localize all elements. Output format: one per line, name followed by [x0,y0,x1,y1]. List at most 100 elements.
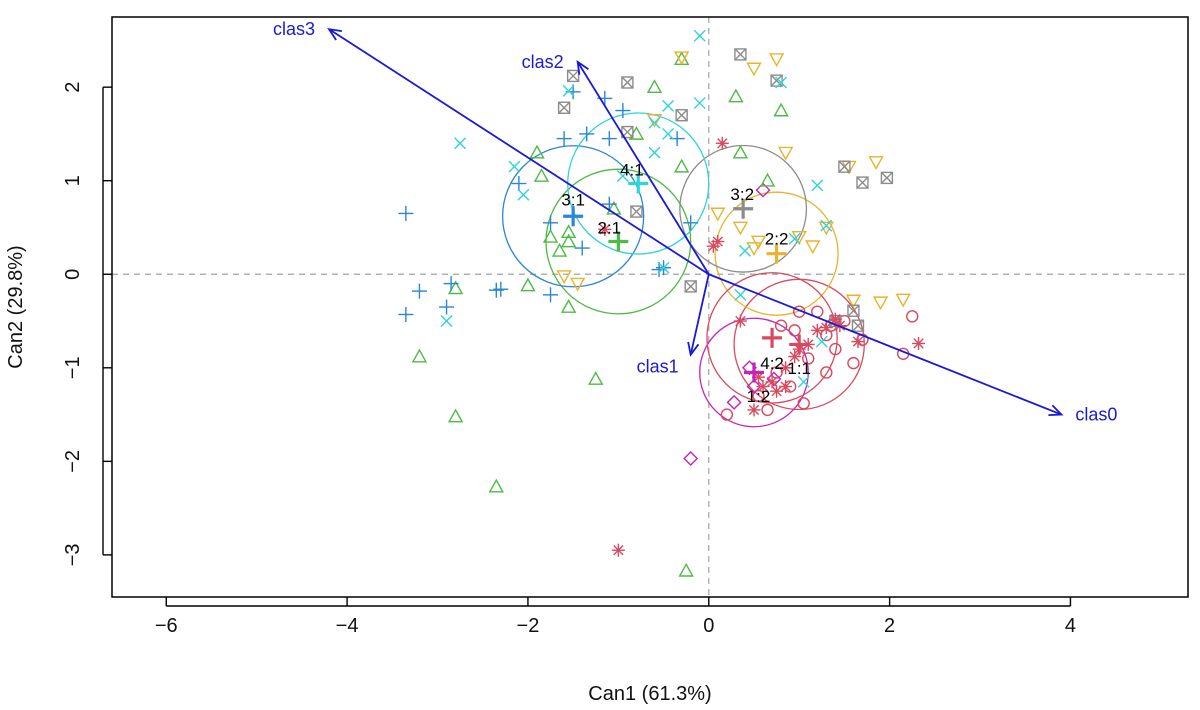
point-x [811,179,824,192]
group-mean [762,327,783,348]
vector-line [708,273,1062,416]
x-tick-label: 0 [703,615,714,637]
point-x [662,99,675,112]
vector-line [576,61,710,275]
group-circle [699,317,809,428]
point-x [440,315,453,328]
point-asterisk [765,375,779,389]
point-asterisk [756,380,770,394]
point-circle [838,314,851,328]
x-tick-label: 4 [1065,615,1076,637]
point-x [648,116,661,129]
point-asterisk [912,336,926,350]
point-triangle-down [872,296,889,311]
axes: −6 −4 −2 0 2 4 −3 −2 −1 0 1 2 [62,82,1076,637]
point-triangle-up [560,224,577,239]
point-asterisk [706,239,720,253]
group-circle [706,272,838,404]
vector-arrowhead [576,60,589,75]
point-plus [574,240,590,256]
point-asterisk [611,543,625,557]
x-tick-label: −6 [155,615,178,637]
point-triangle-down [868,156,884,170]
vector-label: clas2 [522,52,564,72]
point-x [648,146,661,159]
point-x [454,137,467,150]
group-mean [628,173,649,194]
point-triangle-up [411,348,428,363]
point-boxx [851,319,865,332]
point-diamond [755,182,771,198]
point-x [517,188,530,201]
point-x [788,232,801,245]
point-circle [847,356,860,370]
point-asterisk [819,321,833,335]
group-mean [733,198,754,219]
point-x [734,288,747,301]
group-label: 2:1 [597,218,621,237]
point-triangle-up [488,478,504,493]
point-triangle-up [551,242,568,257]
point-boxx [880,171,894,185]
vector-line [328,28,710,276]
vector-label: clas1 [637,357,679,377]
point-triangle-down [746,242,762,257]
point-triangle-up [560,233,577,248]
point-asterisk [747,403,761,417]
point-circle [802,352,815,365]
point-x [693,97,706,110]
point-plus [439,299,455,315]
vector-clas2: clas2 [522,52,710,275]
point-triangle-down [732,221,749,236]
data-points [398,29,926,577]
point-triangle-down [768,53,785,68]
point-boxx [630,205,643,218]
point-asterisk [828,312,842,326]
point-triangle-up [542,228,559,243]
point-boxx [847,304,860,317]
point-asterisk [810,323,824,337]
point-triangle-down [556,270,572,285]
point-triangle-down [710,207,726,222]
x-tick-label: −4 [336,615,359,637]
vector-clas0: clas0 [708,273,1117,425]
point-x [815,335,828,348]
point-plus [683,215,699,231]
group-mean [766,243,787,264]
point-diamond [766,371,782,387]
point-x [693,29,706,42]
point-circle [797,397,810,410]
point-plus [398,306,414,322]
point-triangle-up [732,144,749,159]
point-triangle-down [646,114,663,128]
point-x [738,244,751,257]
point-plus [543,215,559,231]
point-asterisk [733,314,747,328]
point-x [508,160,521,173]
point-x [657,261,670,274]
point-circle [906,310,919,323]
point-x [562,84,575,97]
point-triangle-down [777,146,794,161]
point-circle [820,366,833,379]
point-boxx [838,160,851,173]
y-tick-label: 0 [62,269,84,280]
vector-clas3: clas3 [273,19,710,276]
point-boxx [856,176,869,189]
group-label: 1:1 [787,359,811,378]
point-circle [788,324,801,337]
group-circles [501,112,865,428]
y-tick-label: −2 [62,450,84,473]
point-triangle-down [805,240,821,255]
point-circle [774,319,788,332]
vector-arrowhead [1048,404,1064,417]
point-plus [443,276,459,292]
group-label: 1:2 [747,387,771,406]
point-triangle-up [533,168,550,182]
vector-label: clas3 [273,19,315,39]
vector-label: clas0 [1075,405,1117,425]
reference-lines [112,17,1188,597]
point-plus [579,126,595,142]
x-tick-label: −2 [517,615,540,637]
point-triangle-up [759,172,776,187]
